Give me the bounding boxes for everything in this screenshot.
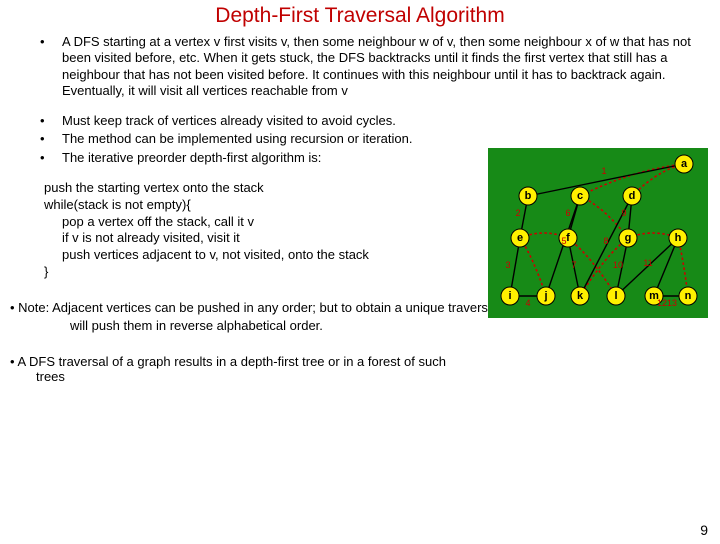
svg-text:c: c (577, 190, 583, 202)
svg-text:7: 7 (571, 260, 576, 270)
svg-text:1: 1 (601, 166, 606, 176)
page-title: Depth-First Traversal Algorithm (0, 4, 720, 28)
svg-text:h: h (675, 232, 682, 244)
bullet-list: A DFS starting at a vertex v first visit… (0, 34, 720, 166)
dfs-tree-diagram: abcdefghijklmn12345678910111213 (488, 148, 708, 318)
svg-text:6: 6 (565, 208, 570, 218)
svg-text:l: l (614, 290, 617, 302)
bullet-3: The method can be implemented using recu… (40, 131, 702, 147)
svg-text:g: g (625, 232, 632, 244)
final-line1: A DFS traversal of a graph results in a … (10, 354, 712, 369)
svg-text:11: 11 (643, 258, 652, 268)
svg-text:b: b (525, 190, 532, 202)
note-line2: will push them in reverse alphabetical o… (10, 317, 712, 335)
svg-text:d: d (629, 190, 636, 202)
svg-text:k: k (577, 290, 584, 302)
svg-text:12: 12 (657, 298, 667, 308)
final-block: A DFS traversal of a graph results in a … (0, 354, 720, 384)
svg-text:f: f (566, 232, 570, 244)
svg-text:8: 8 (603, 236, 608, 246)
svg-text:a: a (681, 158, 688, 170)
svg-text:j: j (543, 290, 547, 302)
page-number: 9 (700, 522, 708, 538)
svg-text:e: e (517, 232, 523, 244)
svg-text:n: n (685, 290, 692, 302)
bullet-1: A DFS starting at a vertex v first visit… (40, 34, 702, 99)
bullet-2: Must keep track of vertices already visi… (40, 113, 702, 129)
svg-text:4: 4 (525, 298, 530, 308)
svg-text:9: 9 (621, 208, 626, 218)
svg-text:3: 3 (505, 260, 510, 270)
svg-text:2: 2 (515, 208, 520, 218)
svg-text:10: 10 (613, 260, 623, 270)
svg-text:i: i (508, 290, 511, 302)
svg-text:13: 13 (667, 298, 677, 308)
svg-text:5: 5 (561, 236, 566, 246)
final-line2: trees (10, 369, 720, 384)
